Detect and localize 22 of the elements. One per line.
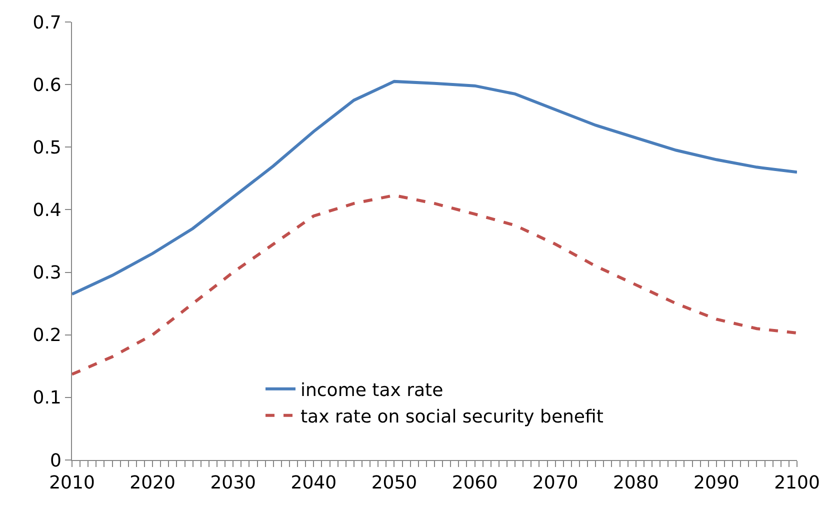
y-tick-label: 0.3 <box>32 262 62 284</box>
y-tick-label: 0.4 <box>32 200 62 222</box>
legend-label: tax rate on social security benefit <box>300 406 604 428</box>
x-tick-label: 2100 <box>774 472 820 494</box>
legend-label: income tax rate <box>300 380 444 401</box>
x-tick-label: 2020 <box>130 472 176 494</box>
x-tick-label: 2040 <box>290 472 337 494</box>
y-tick-label: 0 <box>50 450 62 472</box>
y-tick-label: 0.2 <box>32 325 62 346</box>
x-tick-label: 2030 <box>210 472 256 494</box>
x-tick-label: 2050 <box>371 472 418 494</box>
line-series <box>72 194 797 376</box>
x-tick-label: 2010 <box>49 472 95 494</box>
x-tick-label: 2060 <box>452 472 498 494</box>
y-tick-label: 0.1 <box>32 388 62 409</box>
x-tick-label: 2080 <box>612 472 659 494</box>
y-tick-label: 0.7 <box>32 12 62 34</box>
y-tick-label: 0.6 <box>32 74 62 96</box>
x-tick-label: 2070 <box>532 472 578 494</box>
x-tick-label: 2090 <box>694 472 740 494</box>
line-series <box>72 80 797 296</box>
y-tick-label: 0.5 <box>32 137 62 158</box>
